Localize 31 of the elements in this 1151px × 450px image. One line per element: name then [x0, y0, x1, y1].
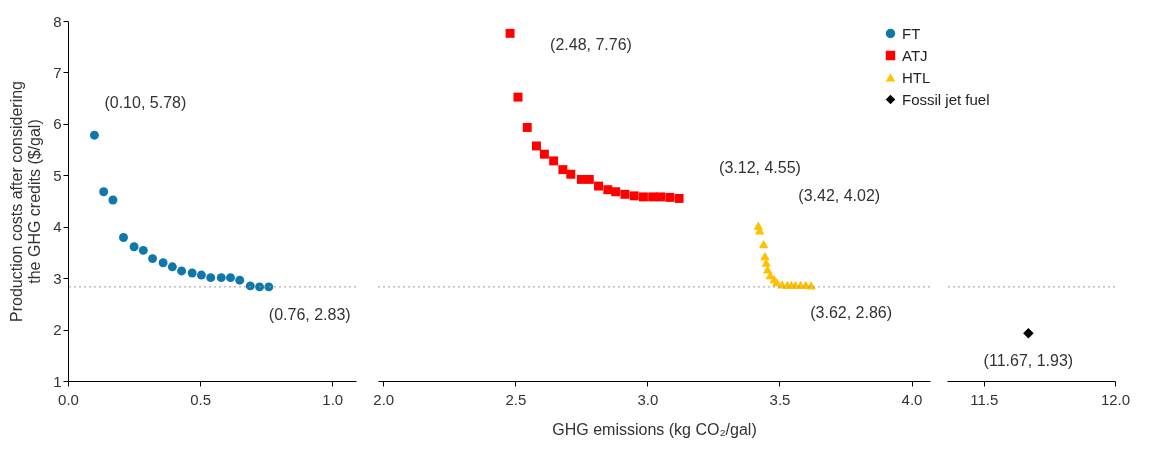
- annotation: (3.12, 4.55): [719, 159, 801, 177]
- x-tick-label: 1.0: [322, 390, 344, 408]
- y-tick-label: 6: [53, 115, 62, 133]
- y-tick-label: 7: [53, 63, 62, 81]
- legend-label: Fossil jet fuel: [902, 90, 990, 108]
- annotation: (11.67, 1.93): [983, 352, 1074, 370]
- annotation: (0.76, 2.83): [268, 305, 351, 323]
- y-tick-label: 1: [53, 372, 62, 390]
- y-tick-label: 4: [53, 218, 62, 236]
- x-tick-label: 0.5: [190, 390, 212, 408]
- y-tick-label: 5: [53, 166, 62, 184]
- legend-label: ATJ: [902, 46, 928, 64]
- x-tick-label: 2.5: [505, 390, 527, 408]
- y-axis-title: Production costs after considering the GHG credits ($/gal): [8, 80, 44, 323]
- x-tick-label: 2.0: [373, 390, 395, 408]
- x-tick-label: 3.5: [769, 390, 791, 408]
- y-tick-label: 2: [53, 321, 62, 339]
- y-tick-label: 8: [53, 12, 62, 30]
- legend-label: FT: [902, 24, 921, 42]
- x-tick-label: 11.5: [970, 390, 999, 408]
- y-tick-label: 3: [53, 269, 62, 287]
- annotation: (3.62, 2.86): [810, 304, 893, 322]
- x-tick-label: 3.0: [637, 390, 659, 408]
- x-axis-title: GHG emissions (kg CO₂/gal): [552, 420, 757, 438]
- x-tick-label: 12.0: [1100, 390, 1131, 408]
- annotation: (2.48, 7.76): [550, 36, 632, 54]
- x-tick-label: 4.0: [901, 390, 923, 408]
- legend-label: HTL: [902, 68, 931, 86]
- x-tick-label: 0.0: [58, 390, 79, 408]
- annotation: (3.42, 4.02): [798, 186, 881, 204]
- annotation: (0.10, 5.78): [104, 94, 187, 112]
